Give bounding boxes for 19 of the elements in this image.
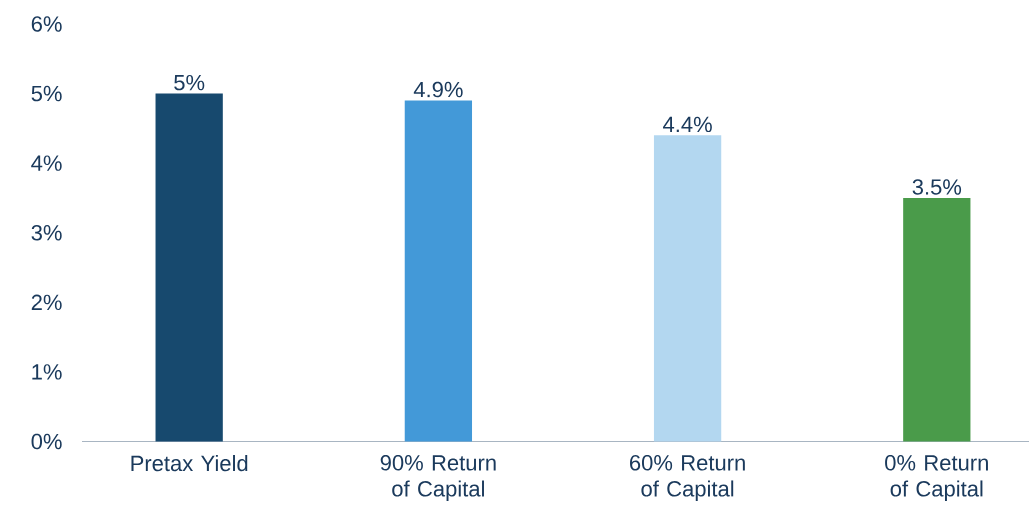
bar [653, 135, 722, 442]
data-label: 4.4% [663, 116, 712, 133]
y-tick-label: 4% [31, 155, 62, 171]
y-tick-label: 0% [31, 433, 62, 450]
data-label: 5% [174, 74, 205, 91]
bar [404, 100, 473, 442]
x-tick-label: Pretax Yield [131, 455, 248, 472]
y-tick-label: 2% [31, 294, 62, 311]
x-tick-label: 90% Return of Capital [380, 455, 496, 501]
bar [903, 197, 971, 442]
data-label: 4.9% [413, 81, 463, 98]
y-tick-label: 5% [31, 85, 62, 102]
data-label: 3.5% [912, 179, 962, 195]
y-tick-label: 3% [31, 224, 62, 241]
x-tick-label: 0% Return of Capital [885, 455, 988, 501]
y-tick-label: 1% [32, 364, 62, 380]
bar [155, 93, 223, 442]
y-tick-label: 6% [31, 16, 62, 32]
x-tick-label: 60% Return of Capital [630, 455, 745, 501]
